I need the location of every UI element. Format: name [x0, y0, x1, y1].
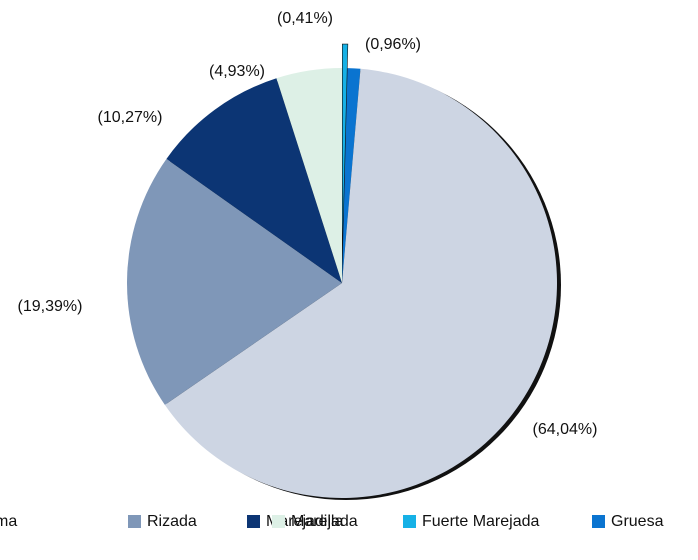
pie-slice — [342, 68, 361, 283]
pie-slice — [166, 78, 342, 284]
legend-swatch — [128, 515, 141, 528]
pie-slice — [276, 68, 342, 283]
data-label: (64,04%) — [533, 421, 598, 438]
data-label: (19,39%) — [18, 298, 83, 315]
legend-label: Gruesa — [611, 513, 664, 530]
data-label: (0,96%) — [365, 36, 421, 53]
legend-label: Fuerte Marejada — [422, 513, 539, 530]
pie — [126, 43, 561, 500]
legend-label: Marejada — [291, 513, 358, 530]
legend-swatch — [403, 515, 416, 528]
legend-label: Rizada — [147, 513, 197, 530]
legend-swatch — [247, 515, 260, 528]
data-label: (0,41%) — [277, 10, 333, 27]
legend-swatch — [592, 515, 605, 528]
legend-swatch — [272, 515, 285, 528]
data-label: (10,27%) — [98, 109, 163, 126]
legend-label: Calma — [0, 513, 17, 530]
legend-label: Marejadilla — [266, 513, 343, 530]
pie-slice — [126, 158, 342, 405]
pie-slice — [164, 68, 557, 499]
pie-slice — [342, 43, 349, 260]
data-label: (4,93%) — [209, 63, 265, 80]
